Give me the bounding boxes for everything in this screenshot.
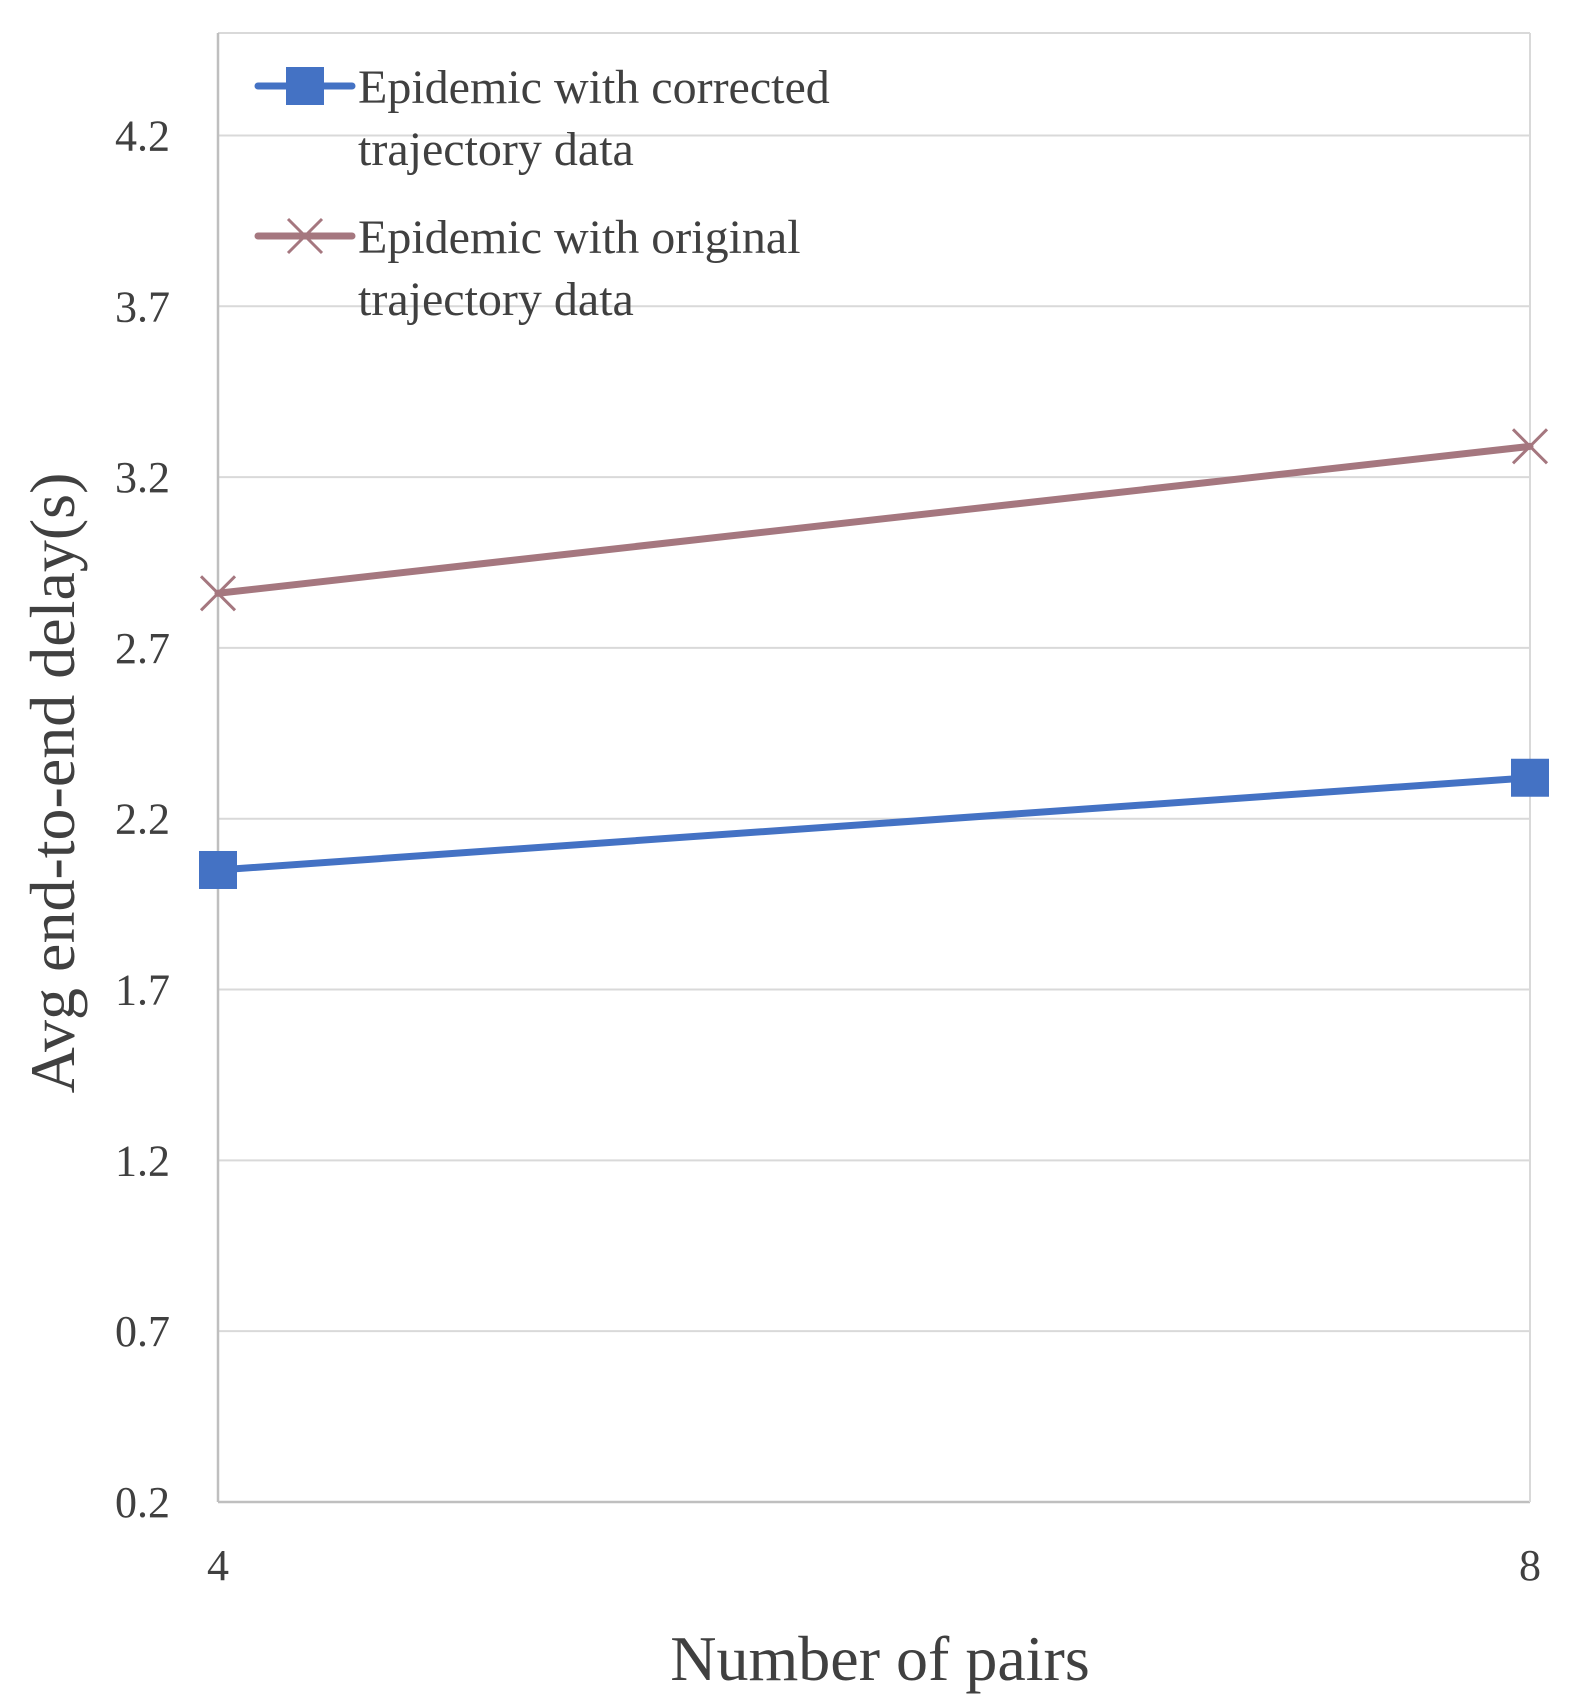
y-tick-label: 0.2 (115, 1478, 170, 1527)
y-axis-title: Avg end-to-end delay(s) (17, 473, 88, 1094)
y-tick-label: 1.7 (115, 966, 170, 1015)
data-point-square (199, 850, 237, 889)
y-tick-label: 2.7 (115, 624, 170, 673)
legend-label: Epidemic with original (358, 211, 801, 264)
y-tick-label: 4.2 (115, 111, 170, 160)
legend: Epidemic with corrected trajectory data Ep… (254, 61, 830, 326)
y-tick-label: 2.2 (115, 795, 170, 844)
x-tick-label: 4 (207, 1541, 229, 1590)
y-tick-label: 3.7 (115, 282, 170, 331)
data-point-x (1511, 428, 1549, 465)
data-point-x (286, 217, 324, 255)
series-line-2 (214, 442, 1534, 597)
x-tick-label: 8 (1519, 1541, 1541, 1590)
data-point-square (1511, 758, 1549, 797)
data-point-square (286, 67, 324, 105)
grid-lines (218, 32, 1530, 1333)
legend-label: trajectory data (358, 123, 634, 176)
legend-label: Epidemic with corrected (358, 61, 830, 114)
series (199, 428, 1549, 889)
y-tick-label: 3.2 (115, 453, 170, 502)
series-line-1 (214, 774, 1534, 874)
y-tick-labels: 0.2 0.7 1.2 1.7 2.2 2.7 3.2 3.7 4.2 (115, 111, 170, 1527)
legend-label: trajectory data (358, 273, 634, 326)
data-point-x (199, 575, 237, 612)
x-axis-title: Number of pairs (670, 1623, 1089, 1694)
y-tick-label: 0.7 (115, 1307, 170, 1356)
y-tick-label: 1.2 (115, 1136, 170, 1185)
